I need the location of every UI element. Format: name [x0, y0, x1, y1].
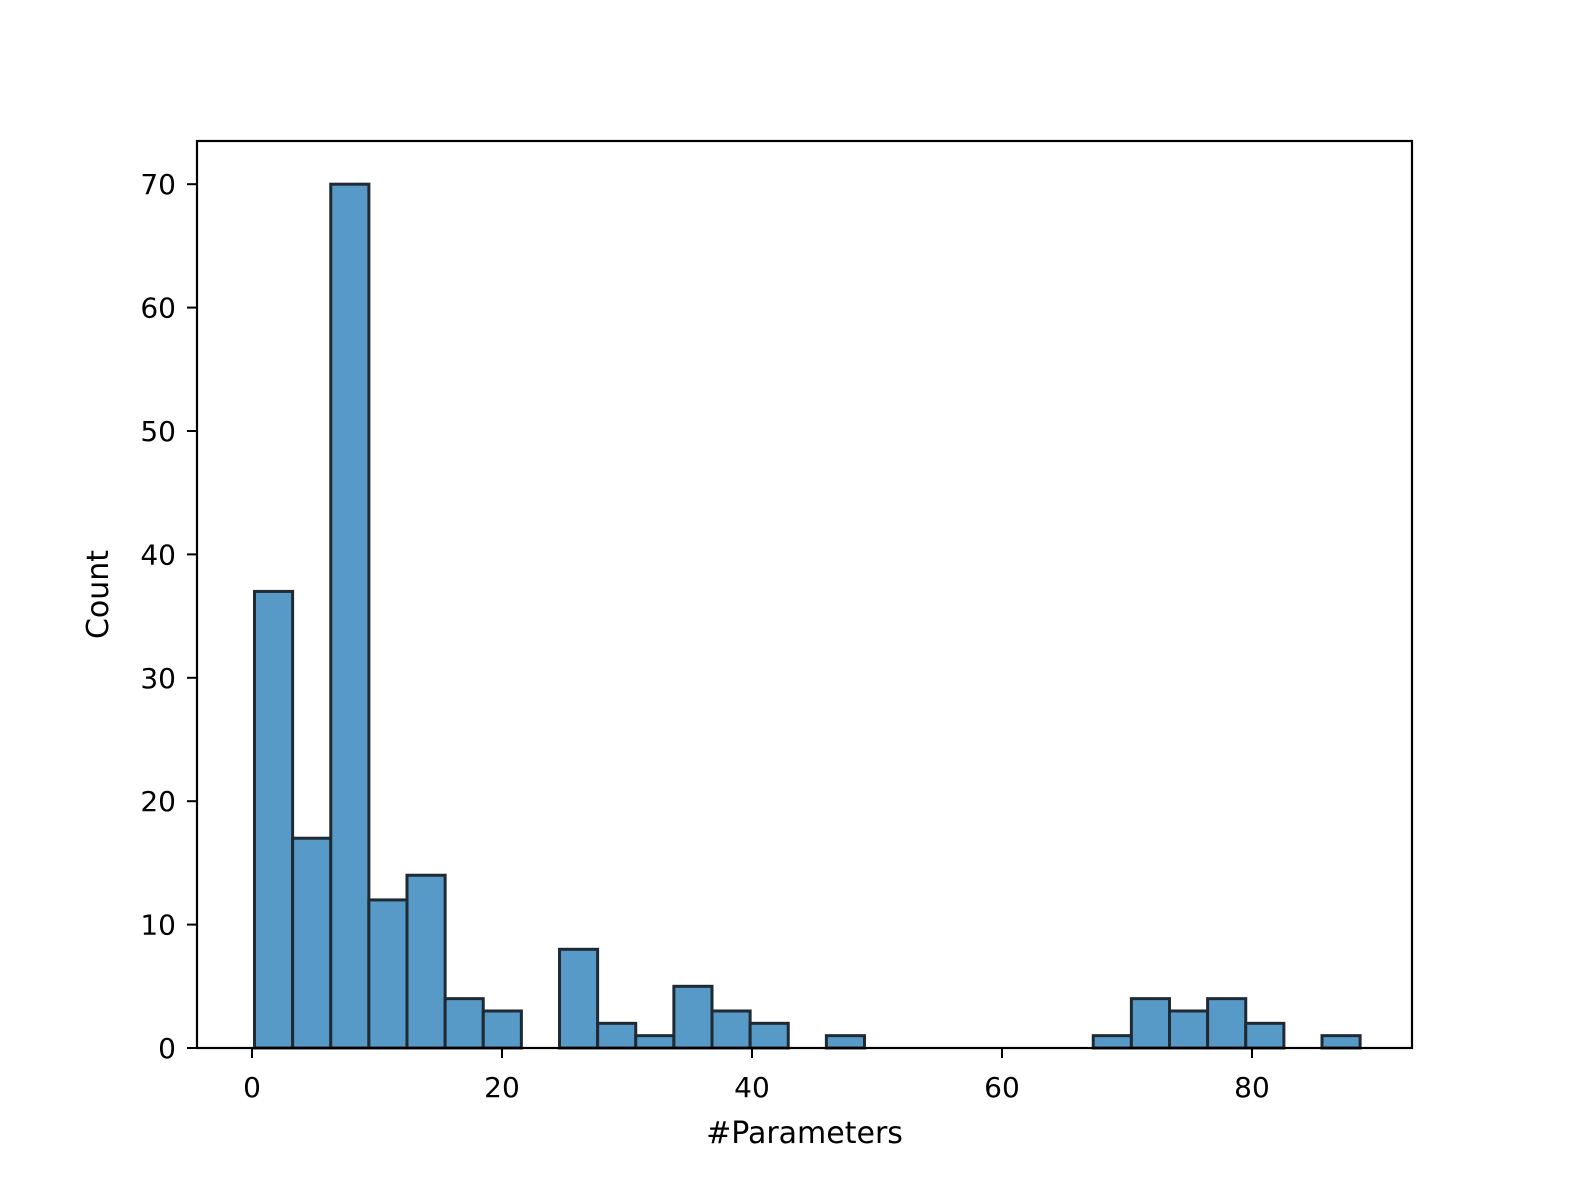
histogram-bar-6	[481, 1009, 523, 1050]
histogram-bar-24	[1168, 1009, 1210, 1050]
plot-area-frame	[195, 139, 1414, 1050]
y-axis-ticks: 0 10 20 30 40 50 60 70	[140, 168, 197, 1065]
y-tick-label: 0	[158, 1032, 176, 1065]
histogram-bar-22	[1091, 1034, 1133, 1050]
histogram-bar-8	[558, 947, 600, 1050]
histogram-bar-11	[672, 984, 714, 1050]
y-tick-label: 70	[140, 168, 176, 201]
x-axis-label: #Parameters	[706, 1116, 903, 1151]
y-tick-label: 50	[140, 415, 176, 448]
histogram-bar-25	[1206, 997, 1248, 1050]
histogram-bar-10	[634, 1034, 676, 1050]
x-tick-label: 20	[484, 1071, 520, 1104]
histogram-bar-1	[291, 836, 333, 1050]
y-axis-label: Count	[81, 550, 116, 639]
x-axis-ticks: 0 20 40 60 80	[243, 1048, 1270, 1104]
y-tick-label: 30	[140, 662, 176, 695]
histogram-bar-26	[1244, 1021, 1286, 1050]
histogram-bar-12	[710, 1009, 752, 1050]
y-tick-label: 40	[140, 538, 176, 571]
histogram-bar-15	[824, 1034, 866, 1050]
y-tick-label: 10	[140, 909, 176, 942]
y-tick-label: 20	[140, 785, 176, 818]
histogram-bar-3	[367, 898, 409, 1050]
histogram-bar-23	[1129, 997, 1171, 1050]
histogram-bar-4	[405, 873, 447, 1050]
x-tick-label: 60	[984, 1071, 1020, 1104]
histogram-bar-28	[1320, 1034, 1362, 1050]
y-tick-label: 60	[140, 292, 176, 325]
bars-group	[253, 182, 1362, 1050]
histogram-bar-13	[748, 1021, 790, 1050]
histogram-bar-0	[253, 589, 295, 1050]
histogram-bar-5	[443, 997, 485, 1050]
x-tick-label: 40	[734, 1071, 770, 1104]
histogram-bar-2	[329, 182, 371, 1050]
x-tick-label: 80	[1234, 1071, 1270, 1104]
histogram-bar-9	[596, 1021, 638, 1050]
x-tick-label: 0	[243, 1071, 261, 1104]
